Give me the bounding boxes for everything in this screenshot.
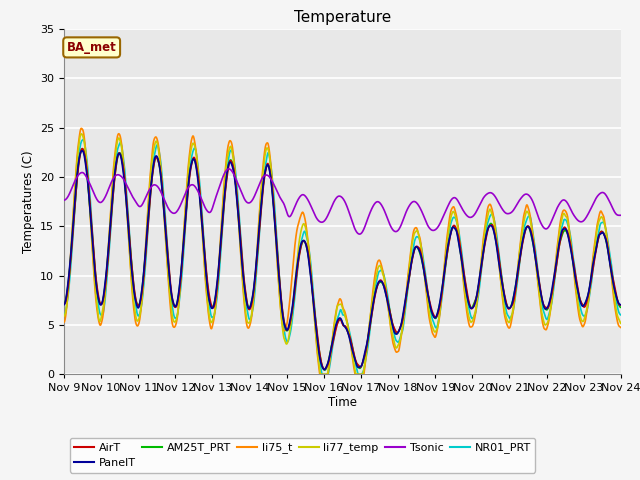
X-axis label: Time: Time <box>328 396 357 409</box>
Text: BA_met: BA_met <box>67 41 116 54</box>
Title: Temperature: Temperature <box>294 10 391 25</box>
Legend: AirT, PanelT, AM25T_PRT, li75_t, li77_temp, Tsonic, NR01_PRT: AirT, PanelT, AM25T_PRT, li75_t, li77_te… <box>70 438 535 472</box>
Y-axis label: Temperatures (C): Temperatures (C) <box>22 150 35 253</box>
